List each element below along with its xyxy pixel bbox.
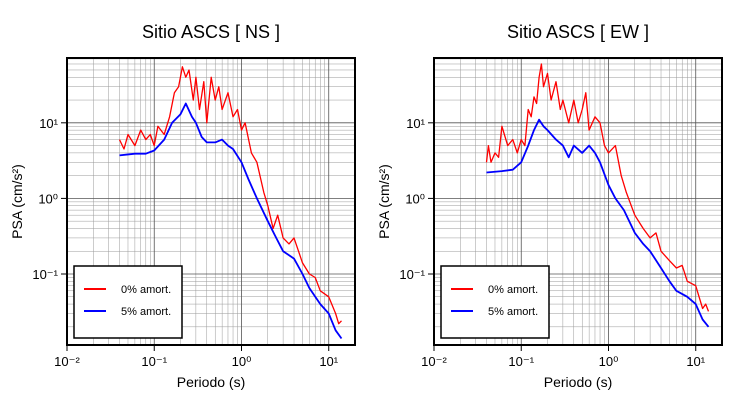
legend-box — [73, 265, 183, 339]
y-tick-label: 10⁰ — [405, 191, 425, 206]
y-tick-label: 10¹ — [406, 116, 425, 131]
chart-title: Sitio ASCS [ NS ] — [142, 22, 280, 42]
series-line — [486, 118, 710, 328]
x-tick-label: 10⁻² — [54, 354, 80, 369]
legend-label: 0% amort. — [488, 284, 538, 296]
legend-label: 5% amort. — [488, 306, 538, 318]
x-axis-label: Periodo (s) — [177, 374, 245, 390]
x-tick-label: 10⁻¹ — [508, 354, 534, 369]
x-axis-label: Periodo (s) — [544, 374, 612, 390]
chart-title: Sitio ASCS [ EW ] — [507, 22, 649, 42]
series-line — [118, 66, 342, 325]
legend-box — [440, 265, 550, 339]
x-tick-label: 10⁻¹ — [141, 354, 167, 369]
x-tick-label: 10¹ — [686, 354, 705, 369]
x-tick-label: 10¹ — [319, 354, 338, 369]
plot-frame — [433, 57, 723, 346]
series-line — [119, 102, 343, 340]
legend-label: 0% amort. — [121, 284, 171, 296]
y-tick-label: 10⁻¹ — [399, 267, 425, 282]
y-axis-label: PSA (cm/s²) — [9, 164, 25, 239]
series-line — [485, 63, 710, 312]
x-tick-label: 10⁰ — [599, 354, 619, 369]
y-tick-label: 10⁰ — [38, 191, 58, 206]
x-tick-label: 10⁰ — [232, 354, 252, 369]
plot-frame — [66, 57, 356, 346]
x-tick-label: 10⁻² — [421, 354, 447, 369]
y-tick-label: 10⁻¹ — [32, 267, 58, 282]
y-tick-label: 10¹ — [39, 116, 58, 131]
y-axis-label: PSA (cm/s²) — [376, 164, 392, 239]
legend-label: 5% amort. — [121, 306, 171, 318]
